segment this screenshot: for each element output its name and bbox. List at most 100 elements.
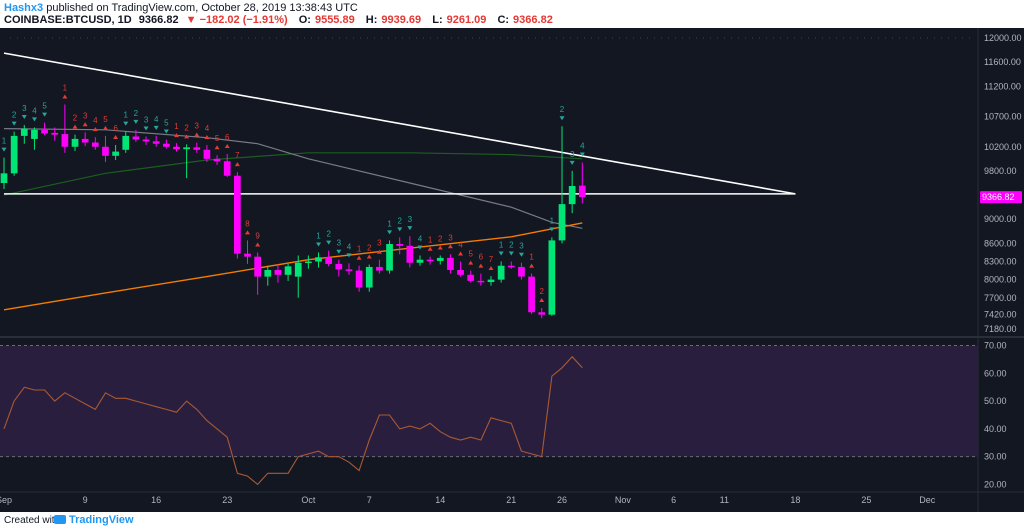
buy-count-label: 3 [144, 115, 149, 124]
candle-up [284, 266, 292, 275]
buy-arrow-icon [549, 227, 555, 232]
sell-arrow-icon [255, 242, 261, 247]
buy-count-label: 2 [560, 105, 565, 114]
buy-arrow-icon [559, 116, 565, 121]
candle-down [447, 257, 454, 270]
buy-arrow-icon [143, 126, 149, 131]
candle-down [518, 266, 525, 277]
sell-count-label: 3 [195, 122, 200, 131]
candle-up [0, 173, 8, 183]
buy-count-label: 4 [32, 106, 37, 115]
candle-down [467, 274, 475, 281]
time-tick-label: 6 [671, 495, 676, 505]
open-label: O: [298, 14, 311, 26]
candle-down [203, 149, 211, 159]
price-tick-label: 11600.00 [984, 57, 1021, 67]
buy-arrow-icon [21, 115, 27, 120]
price-tick-label: 10200.00 [984, 142, 1022, 152]
sell-arrow-icon [437, 245, 443, 250]
rsi-tick-label: 60.00 [984, 368, 1007, 378]
sell-count-label: 1 [357, 245, 362, 254]
rsi-tick-label: 70.00 [984, 341, 1007, 351]
price-tick-label: 8600.00 [984, 238, 1017, 248]
buy-arrow-icon [153, 125, 159, 130]
sell-arrow-icon [468, 260, 474, 265]
buy-count-label: 4 [347, 242, 352, 251]
buy-count-label: 3 [570, 150, 575, 159]
candle-up [112, 151, 119, 156]
candle-down [355, 270, 363, 288]
candle-up [122, 135, 130, 150]
chart-canvas[interactable]: 7180.007420.007700.008000.008300.008600.… [0, 28, 1024, 512]
candle-down [538, 312, 546, 315]
price-tick-label: 12000.00 [984, 33, 1022, 43]
candle-down [223, 161, 231, 176]
symbol-info: COINBASE:BTCUSD, 1D 9366.82 ▼ −182.02 (−… [4, 14, 561, 26]
author-name[interactable]: Hashx3 [4, 2, 44, 14]
buy-count-label: 3 [408, 215, 413, 224]
sell-count-label: 3 [83, 111, 88, 120]
buy-count-label: 1 [316, 231, 321, 240]
sell-arrow-icon [82, 122, 88, 127]
sell-count-label: 1 [63, 83, 68, 92]
candle-down [173, 146, 180, 150]
sell-count-label: 1 [529, 253, 534, 262]
sell-count-label: 1 [174, 122, 179, 131]
buy-arrow-icon [336, 249, 342, 254]
buy-count-label: 4 [418, 234, 423, 243]
buy-count-label: 2 [134, 109, 139, 118]
candle-up [305, 261, 312, 264]
sell-arrow-icon [539, 298, 545, 303]
candle-down [162, 143, 170, 147]
candle-down [507, 265, 515, 268]
close-number: 9366.82 [513, 14, 553, 26]
candle-up [386, 244, 393, 271]
sell-count-label: 7 [235, 151, 240, 160]
buy-arrow-icon [326, 240, 332, 245]
last-price-tag-label: 9366.82 [982, 192, 1015, 202]
high-value: H: 9939.69 [366, 14, 425, 26]
sell-arrow-icon [376, 249, 382, 254]
sell-count-label: 4 [205, 124, 210, 133]
candle-down [528, 276, 535, 313]
candle-up [183, 147, 190, 150]
buy-arrow-icon [579, 152, 585, 157]
candle-up [71, 138, 79, 147]
sell-arrow-icon [62, 94, 68, 99]
candle-down [102, 146, 109, 156]
low-label: L: [432, 14, 443, 26]
sell-count-label: 6 [225, 133, 230, 142]
buy-arrow-icon [498, 251, 504, 256]
time-tick-label: 21 [506, 495, 516, 505]
close-value: C: 9366.82 [497, 14, 556, 26]
buy-count-label: 3 [337, 239, 342, 248]
rsi-tick-label: 50.00 [984, 396, 1007, 406]
buy-arrow-icon [133, 119, 139, 124]
time-tick-label: 23 [222, 495, 232, 505]
candle-down [244, 253, 251, 257]
tradingview-logo[interactable]: TradingView [54, 514, 134, 526]
sell-count-label: 4 [458, 241, 463, 250]
buy-count-label: 1 [387, 219, 392, 228]
open-value: O: 9555.89 [299, 14, 359, 26]
buy-arrow-icon [387, 230, 393, 235]
time-tick-label: 25 [861, 495, 871, 505]
candle-up [548, 240, 556, 315]
sell-arrow-icon [488, 266, 494, 271]
sell-arrow-icon [224, 144, 230, 149]
buy-arrow-icon [1, 147, 7, 152]
buy-count-label: 4 [154, 115, 159, 124]
chart-area[interactable]: 7180.00 7420.00 7700.00 8000.00 8300.00 8600.… [0, 28, 1024, 512]
buy-count-label: 5 [164, 119, 169, 128]
chart-header: Hashx3 published on TradingView.com, Oct… [0, 0, 1024, 28]
buy-count-label: 1 [550, 216, 555, 225]
low-value: L: 9261.09 [432, 14, 490, 26]
sell-arrow-icon [529, 263, 535, 268]
candle-down [152, 141, 160, 144]
sell-arrow-icon [234, 162, 240, 167]
candle-down [234, 175, 241, 254]
candle-down [345, 269, 353, 271]
last-price-tag [980, 191, 1022, 204]
candle-up [20, 128, 28, 136]
candle-up [436, 257, 444, 261]
